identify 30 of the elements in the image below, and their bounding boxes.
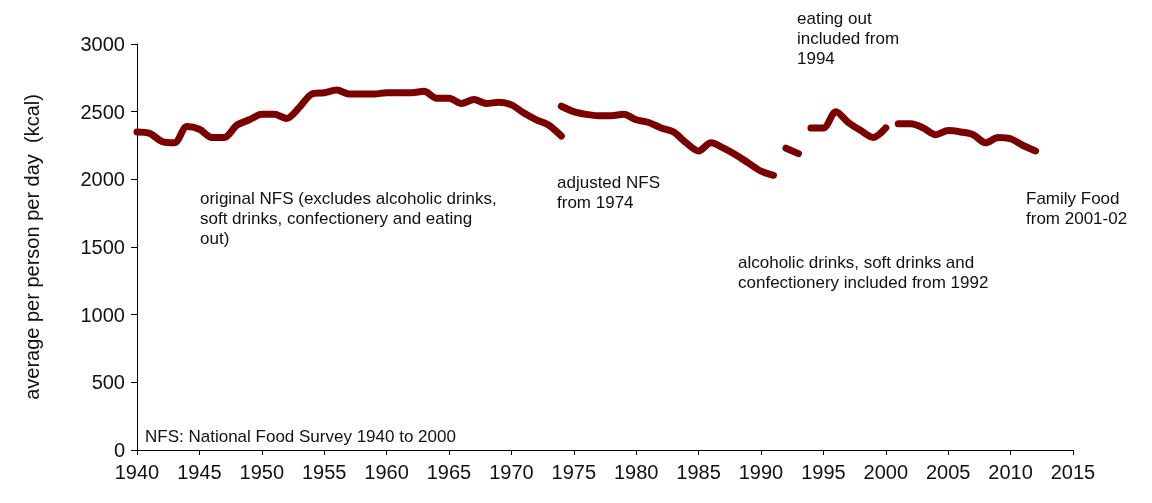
x-tick-label: 1985 [676,461,721,483]
x-tick-label: 1990 [738,461,784,483]
x-tick-label: 1950 [239,461,285,483]
x-tick-label: 2000 [863,461,909,483]
x-tick-label: 1995 [801,461,846,483]
y-tick-label: 2000 [80,168,125,191]
x-tick-label: 1965 [426,461,472,483]
x-tick-label: 1940 [114,461,160,483]
annotation: Family Food from 2001-02 [1026,188,1128,228]
x-tick-label: 2005 [925,461,971,483]
annotation: alcoholic drinks, soft drinks and confectionery included from 1992 [738,252,989,292]
x-tick-label: 1945 [177,461,222,483]
annotation: original NFS (excludes alcoholic drinks, soft drinks, confectionery and eating out) [200,188,502,248]
y-tick-label: 1000 [80,303,125,326]
x-tick-label: 1980 [613,461,659,483]
y-axis-title: average per person per day (kcal) [21,94,43,400]
x-tick-label: 1975 [551,461,597,483]
annotation: eating out included from 1994 [797,8,904,68]
annotation: adjusted NFS from 1974 [557,172,665,212]
y-tick-label: 0 [113,439,125,461]
y-tick-label: 1500 [80,236,125,258]
y-tick-label: 500 [91,371,125,394]
x-tick-label: 1970 [489,461,534,483]
annotation: NFS: National Food Survey 1940 to 2000 [145,426,456,446]
y-tick-label: 3000 [80,33,125,55]
y-tick-label: 2500 [80,100,125,123]
x-tick-label: 1955 [301,461,347,483]
x-tick-label: 2015 [1050,461,1096,483]
x-tick-label: 1960 [364,461,409,483]
x-tick-label: 2010 [988,461,1033,483]
